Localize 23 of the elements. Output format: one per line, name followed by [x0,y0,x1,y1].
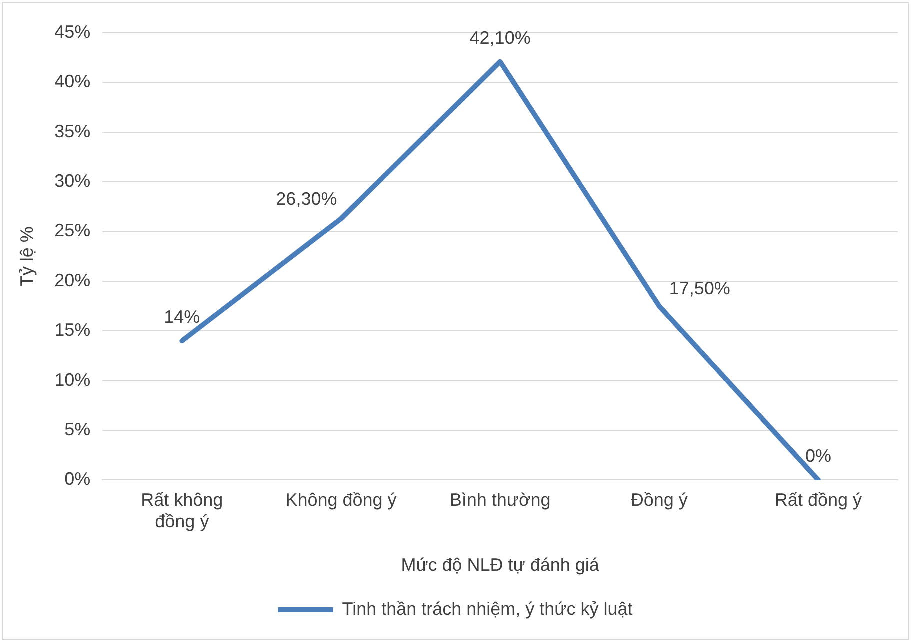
y-tick-label: 35% [54,121,91,142]
x-tick-label: Rất đồng ý [774,490,862,510]
data-label: 26,30% [276,188,338,209]
y-tick-label: 25% [54,220,91,241]
y-tick-label: 20% [54,270,91,290]
data-label: 14% [164,307,200,328]
x-tick-label: Bình thường [450,490,551,510]
y-tick-label: 15% [54,320,91,340]
y-tick-label: 40% [54,72,91,92]
x-tick-label: Rất không đồng ý [141,490,224,532]
x-tick-label: Không đồng ý [286,490,397,510]
x-axis-title: Mức độ NLĐ tự đánh giá [401,555,600,576]
data-label: 17,50% [669,278,730,298]
data-label: 42,10% [470,28,531,48]
y-axis-title: Tỷ lệ % [16,226,37,287]
y-tick-label: 5% [64,419,91,440]
x-tick-label: Đồng ý [630,490,688,510]
data-label: 0% [805,446,832,466]
y-tick-label: 10% [54,370,91,390]
y-tick-label: 45% [54,22,91,42]
legend-label: Tinh thần trách nhiệm, ý thức kỷ luật [342,598,633,619]
y-tick-label: 30% [54,171,91,192]
y-tick-label: 0% [64,469,91,490]
